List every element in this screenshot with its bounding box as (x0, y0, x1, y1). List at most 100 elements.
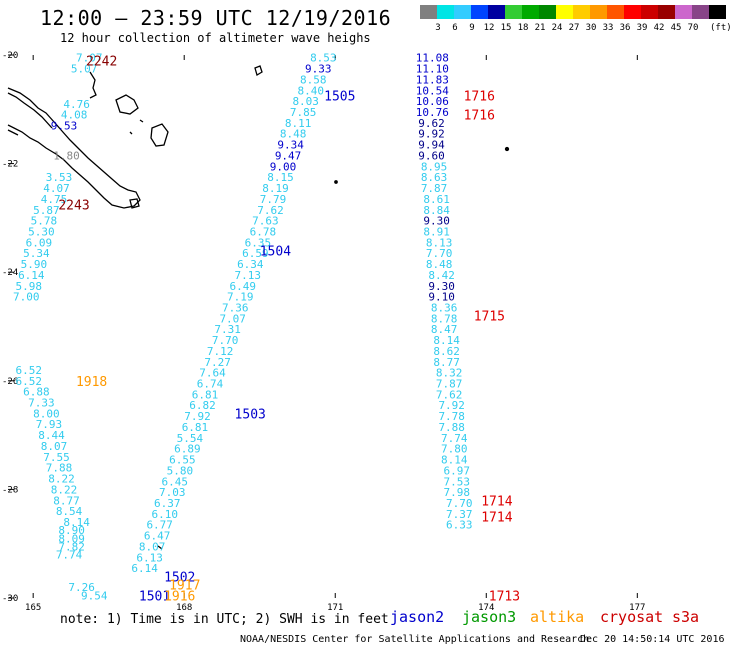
wave-height-value: 9.53 (51, 120, 78, 133)
lon-tick-label: 165 (25, 603, 41, 613)
legend-swatch (624, 5, 641, 19)
wave-height-value: 6.89 (174, 443, 201, 456)
wave-height-value: 6.59 (242, 247, 269, 260)
wave-height-value: 8.14 (433, 334, 460, 347)
wave-height-value: 7.82 (58, 540, 85, 553)
satellite-legend-jason3: jason3 (462, 608, 517, 626)
wave-height-value: 9.10 (428, 291, 455, 304)
pass-time-label: 1714 (481, 511, 512, 526)
generation-timestamp: Dec 20 14:50:14 UTC 2016 (580, 634, 725, 645)
wave-height-value: 7.98 (443, 486, 470, 499)
wave-height-value: 7.53 (443, 475, 470, 488)
wave-height-value: 8.44 (38, 429, 65, 442)
wave-height-value: 6.14 (131, 562, 158, 575)
wave-height-value: 6.52 (16, 375, 43, 388)
wave-height-value: 4.08 (61, 109, 88, 122)
lat-tick-label: -26 (2, 377, 18, 387)
lon-tick-label: 171 (327, 603, 343, 613)
wave-height-value: 4.07 (43, 182, 70, 195)
legend-swatch (505, 5, 522, 19)
legend-level-label: 70 (687, 23, 699, 33)
wave-height-value: 6.74 (197, 378, 224, 391)
wave-height-value: 7.03 (159, 486, 186, 499)
pass-time-label: 1716 (464, 109, 495, 124)
island-walpole (254, 65, 263, 76)
wave-height-value: 8.62 (433, 345, 460, 358)
wave-height-value: 10.54 (416, 84, 449, 97)
wave-height-value: 7.70 (212, 334, 239, 347)
wave-height-value: 5.87 (33, 204, 60, 217)
wave-height-value: 6.33 (446, 519, 473, 532)
wave-height-value: 8.77 (53, 494, 80, 507)
wave-height-value: 7.62 (257, 204, 284, 217)
wave-height-value: 8.91 (423, 225, 450, 238)
wave-height-value: 4.76 (63, 98, 90, 111)
legend-level-label: 3 (435, 23, 441, 33)
lat-tick-label: -20 (2, 51, 18, 61)
wave-height-value: 8.13 (426, 236, 453, 249)
wave-height-value: 8.07 (139, 540, 166, 553)
wave-height-value: 8.32 (436, 367, 463, 380)
wave-height-value: 7.74 (441, 432, 468, 445)
legend-swatch (539, 5, 556, 19)
legend-swatch (607, 5, 624, 19)
wave-height-value: 7.12 (207, 345, 234, 358)
pass-time-label: 1503 (235, 407, 266, 422)
wave-height-value: 5.34 (23, 247, 50, 260)
wave-height-value: 7.70 (446, 497, 473, 510)
wave-height-value: 8.22 (48, 473, 75, 486)
loyalty-island-ouvea (89, 71, 97, 99)
islet-small-3 (504, 146, 510, 152)
satellite-legend-altika: altika (530, 608, 585, 626)
wave-height-value: 8.63 (421, 171, 448, 184)
wave-height-value: 8.00 (33, 407, 60, 420)
wave-height-value: 8.84 (423, 204, 450, 217)
wave-height-value: 5.98 (16, 280, 43, 293)
pass-time-label: 1715 (474, 310, 505, 325)
legend-swatch (437, 5, 454, 19)
legend-swatch (522, 5, 539, 19)
legend-level-label: 9 (469, 23, 475, 33)
satellite-legend-s3a: s3a (672, 608, 700, 626)
legend-level-label: 45 (670, 23, 682, 33)
wave-height-value: 7.88 (438, 421, 465, 434)
wave-height-value: 8.03 (292, 95, 319, 108)
wave-height-value: 11.83 (416, 73, 449, 86)
wave-height-value: 8.90 (58, 524, 85, 537)
coastline-north (7, 92, 53, 136)
wave-height-value: 6.45 (162, 475, 189, 488)
legend-swatch (658, 5, 675, 19)
legend-level-label: 12 (483, 23, 495, 33)
wave-height-value: 8.58 (300, 73, 327, 86)
wave-height-value: 6.14 (18, 269, 45, 282)
legend-level-label: 27 (568, 23, 580, 33)
pass-time-label: 1713 (489, 589, 520, 604)
pass-time-label: 1505 (324, 90, 355, 105)
pass-time-label: 1714 (481, 494, 512, 509)
wave-height-value: 7.00 (13, 291, 40, 304)
wave-height-value: 8.07 (41, 440, 68, 453)
wave-height-value: 11.08 (416, 52, 449, 65)
wave-height-value: 6.37 (154, 497, 181, 510)
legend-level-label: 18 (517, 23, 529, 33)
wave-height-value: 7.79 (260, 193, 287, 206)
legend-swatch (471, 5, 488, 19)
wave-height-value: 7.19 (227, 291, 254, 304)
wave-height-value: 9.00 (270, 160, 297, 173)
legend-swatch (488, 5, 505, 19)
wave-height-value: 9.94 (418, 139, 445, 152)
wave-height-value: 6.81 (182, 421, 209, 434)
wave-height-value: 8.14 (63, 516, 90, 529)
wave-height-value: 6.47 (144, 530, 171, 543)
wave-height-value: 5.80 (167, 464, 194, 477)
wave-height-value: 9.47 (275, 149, 302, 162)
wave-height-value: 7.74 (56, 549, 83, 562)
map-subtitle: 12 hour collection of altimeter wave hei… (60, 31, 371, 45)
wave-height-value: 9.92 (418, 128, 445, 141)
wave-height-value: 6.55 (169, 454, 196, 467)
legend-swatch (709, 5, 726, 19)
pass-time-label: 2242 (86, 54, 117, 69)
satellite-legend-cryosat: cryosat (600, 608, 664, 626)
wave-height-value: 7.64 (199, 367, 226, 380)
